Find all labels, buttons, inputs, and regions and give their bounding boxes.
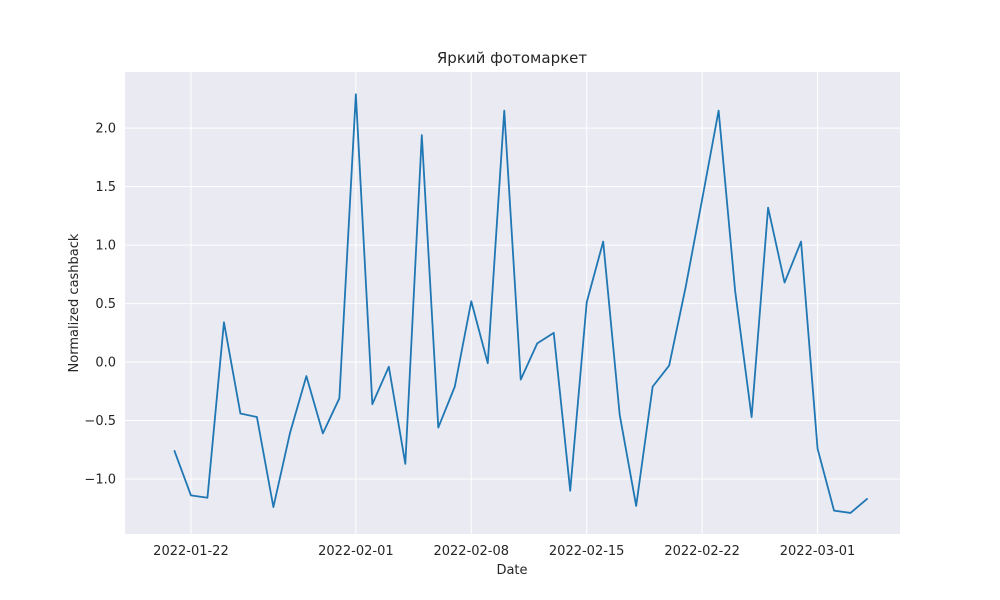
x-tick-label: 2022-02-01 xyxy=(318,544,394,559)
y-tick-labels: −1.0 −0.5 0.0 0.5 1.0 1.5 2.0 xyxy=(84,122,116,488)
y-tick-label: 1.0 xyxy=(95,239,116,254)
plot-area xyxy=(125,72,900,534)
x-axis-label: Date xyxy=(496,563,527,578)
y-tick-label: −0.5 xyxy=(84,414,116,429)
chart-title: Яркий фотомаркет xyxy=(437,49,588,67)
y-tick-label: 1.5 xyxy=(95,180,116,195)
x-tick-labels: 2022-01-22 2022-02-01 2022-02-08 2022-02-15… xyxy=(153,544,855,559)
series-layer xyxy=(173,93,868,514)
y-tick-label: −1.0 xyxy=(84,473,116,488)
x-tick-label: 2022-03-01 xyxy=(780,544,856,559)
y-tick-label: 0.0 xyxy=(95,356,116,371)
y-axis-label: Normalized cashback xyxy=(67,233,82,372)
x-tick-label: 2022-01-22 xyxy=(153,544,229,559)
grid xyxy=(125,72,900,534)
y-tick-label: 0.5 xyxy=(95,297,116,312)
series-line xyxy=(173,93,868,514)
x-tick-label: 2022-02-22 xyxy=(664,544,740,559)
y-tick-label: 2.0 xyxy=(95,122,116,137)
x-tick-label: 2022-02-15 xyxy=(549,544,625,559)
x-tick-label: 2022-02-08 xyxy=(433,544,509,559)
